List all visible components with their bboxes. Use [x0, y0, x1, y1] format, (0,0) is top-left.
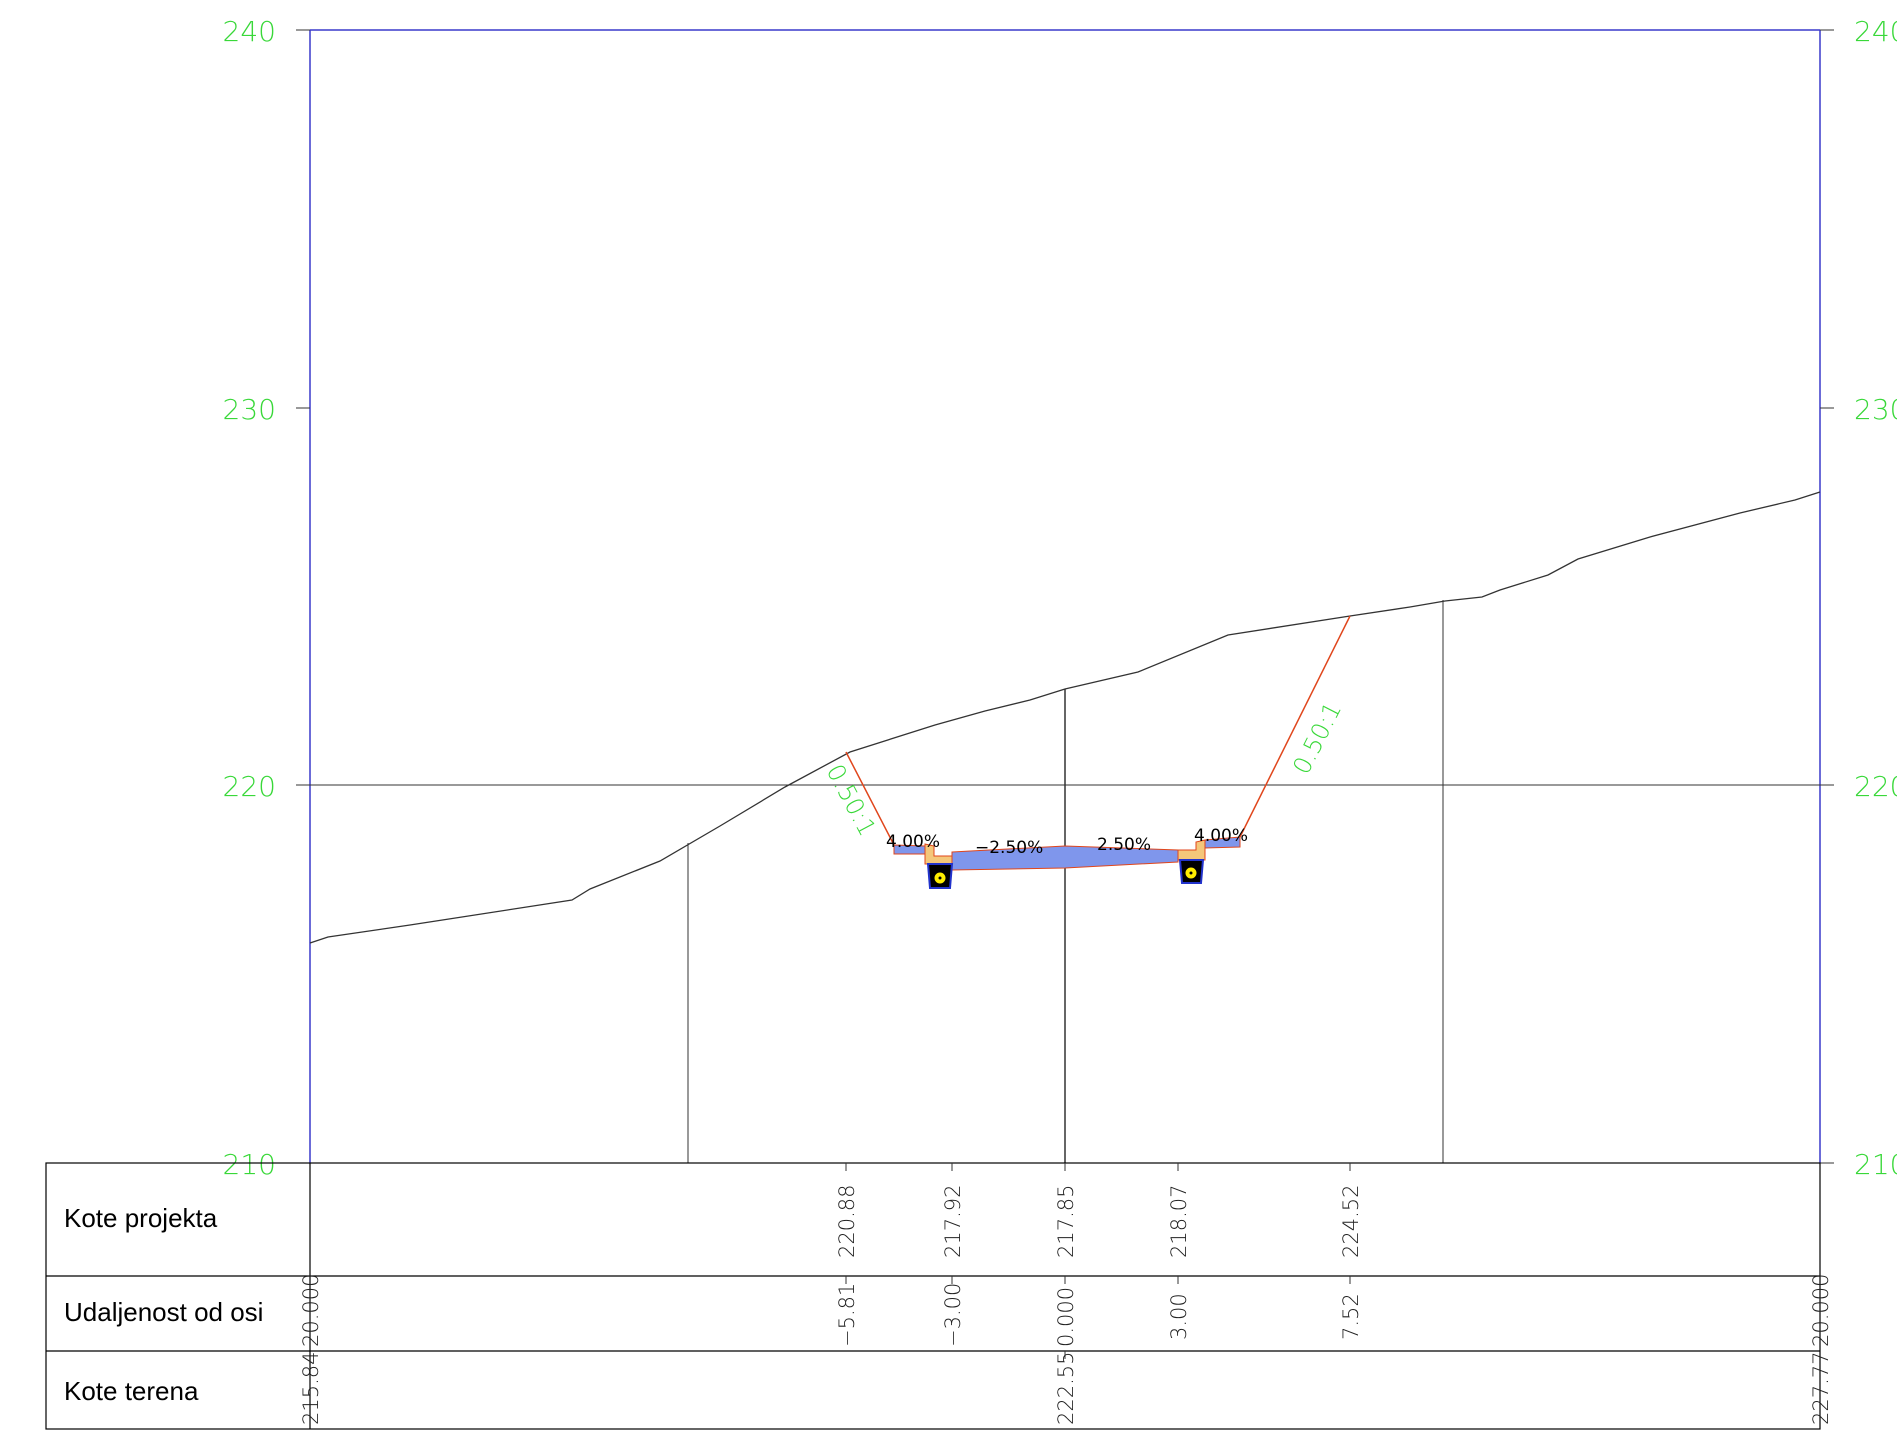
table-outline — [45, 1162, 1821, 1430]
row-label-kote-projekta: Kote projekta — [64, 1203, 218, 1233]
elevation-label-210-right: 210 — [1854, 1148, 1897, 1181]
kote-terena-value: 222.55 — [1054, 1352, 1078, 1425]
right-cut-slope — [1239, 615, 1351, 838]
vertical-reference-lines — [687, 600, 1444, 1163]
left-cut-slope — [845, 751, 895, 846]
table-ticks — [845, 1163, 1351, 1359]
udaljenost-value: −5.81 — [835, 1283, 859, 1347]
kote-projekta-value: 220.88 — [835, 1185, 859, 1258]
drawing-frame — [309, 29, 1821, 1163]
udaljenost-values: 20.000 −5.81 −3.00 0.000 3.00 7.52 20.00… — [299, 1274, 1833, 1347]
row-label-udaljenost-od-osi: Udaljenost od osi — [64, 1297, 263, 1327]
elevation-label-230-left: 230 — [223, 393, 276, 426]
data-table — [45, 1162, 1821, 1430]
right-cut-ratio-label: 0.50:1 — [1287, 698, 1347, 779]
kote-terena-value: 227.77 — [1809, 1352, 1833, 1425]
udaljenost-value: 20.000 — [299, 1274, 323, 1347]
elevation-labels-right: 240 230 220 210 — [1854, 15, 1897, 1181]
right-curb — [1177, 839, 1206, 861]
left-cut-ratio-label: 0.50:1 — [821, 760, 882, 841]
kote-projekta-value: 224.52 — [1339, 1185, 1363, 1258]
elevation-label-240-left: 240 — [223, 15, 276, 48]
left-lane-slope-label: −2.50% — [975, 838, 1043, 858]
kote-projekta-value: 218.07 — [1167, 1185, 1191, 1258]
udaljenost-value: 3.00 — [1167, 1293, 1191, 1340]
row-label-kote-terena: Kote terena — [64, 1376, 199, 1406]
kote-terena-value: 215.84 — [299, 1352, 323, 1425]
elevation-label-220-right: 220 — [1854, 770, 1897, 803]
elevation-labels-left: 240 230 220 210 — [223, 15, 276, 1181]
left-curb — [924, 843, 953, 865]
road-structure — [893, 836, 1241, 889]
udaljenost-value: 20.000 — [1809, 1274, 1833, 1347]
left-shoulder-slope-label: 4.00% — [886, 832, 940, 852]
table-row-labels: Kote projekta Udaljenost od osi Kote ter… — [64, 1203, 263, 1406]
udaljenost-value: 0.000 — [1054, 1287, 1078, 1347]
terrain-line — [309, 491, 1821, 944]
kote-projekta-value: 217.92 — [941, 1185, 965, 1258]
cut-slopes — [845, 615, 1351, 846]
kote-projekta-value: 217.85 — [1054, 1185, 1078, 1258]
elevation-label-220-left: 220 — [223, 770, 276, 803]
udaljenost-value: −3.00 — [941, 1283, 965, 1347]
elevation-label-230-right: 230 — [1854, 393, 1897, 426]
udaljenost-value: 7.52 — [1339, 1293, 1363, 1340]
right-shoulder-slope-label: 4.00% — [1194, 826, 1248, 846]
slope-labels: 4.00% −2.50% 2.50% 4.00% 0.50:1 0.50:1 — [821, 698, 1348, 858]
elevation-label-210-left: 210 — [223, 1148, 276, 1181]
kote-projekta-values: 220.88 217.92 217.85 218.07 224.52 — [835, 1185, 1363, 1258]
right-lane-slope-label: 2.50% — [1097, 835, 1151, 855]
kote-terena-values: 215.84 222.55 227.77 — [299, 1352, 1833, 1425]
elevation-label-240-right: 240 — [1854, 15, 1897, 48]
